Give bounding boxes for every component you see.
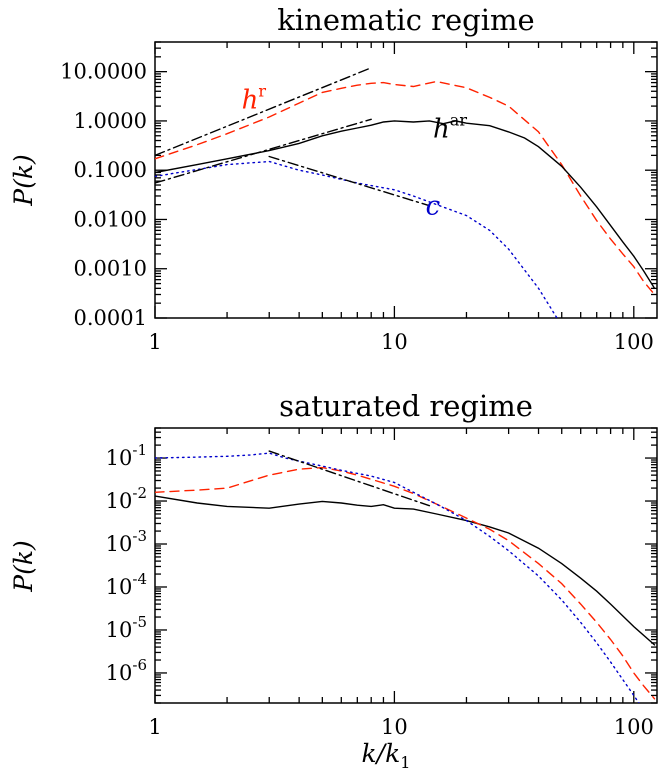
slope-guide-line: [155, 118, 372, 184]
series-line-har: [155, 120, 656, 289]
y-tick-label: 10-6: [106, 656, 147, 685]
y-tick-label: 10.0000: [60, 60, 147, 84]
y-tick-label: 1.0000: [74, 109, 147, 133]
slope-guide-line: [268, 155, 431, 207]
y-tick-label: 0.0010: [74, 257, 147, 281]
y-tick-label: 0.0001: [74, 306, 147, 330]
chart-title: saturated regime: [279, 389, 533, 423]
series-annotation-hr: hr: [242, 81, 267, 115]
x-tick-label: 1: [148, 715, 161, 739]
chart-title: kinematic regime: [277, 3, 534, 37]
x-axis-label: k/k1: [362, 739, 411, 772]
slope-guide-line: [155, 67, 372, 157]
x-tick-label: 1: [148, 330, 161, 354]
y-tick-label: 0.1000: [74, 158, 147, 182]
series-group: [155, 67, 656, 318]
plot-frame: [154, 41, 658, 319]
series-annotation-har: har: [433, 111, 467, 145]
x-tick-label: 100: [614, 330, 654, 354]
series-line-0: [155, 495, 656, 646]
series-line-hr: [155, 80, 656, 296]
y-tick-label: 0.0100: [74, 207, 147, 231]
kinematic-regime-panel: kinematic regime 1 10 100 0.0001 0.0010 0.0100…: [9, 3, 658, 354]
plot-frame: [154, 427, 658, 704]
y-tick-label: 10-4: [106, 570, 147, 599]
y-tick-label: 10-5: [106, 613, 147, 642]
series-group: [155, 450, 656, 703]
y-tick-label: 10-1: [106, 441, 147, 470]
x-tick-label: 100: [614, 715, 654, 739]
y-axis-label: P(k): [9, 540, 38, 592]
x-tick-label: 10: [381, 330, 408, 354]
y-tick-label: 10-2: [106, 484, 147, 513]
x-tick-label: 10: [381, 715, 408, 739]
y-tick-label: 10-3: [106, 527, 147, 556]
saturated-regime-panel: saturated regime 1 10 100 10-6 10-5 10-4 10-3 10…: [9, 389, 658, 772]
series-annotation-c: c: [426, 192, 441, 222]
series-line-2: [155, 452, 640, 703]
series-line-1: [155, 466, 656, 700]
y-axis-label: P(k): [9, 154, 38, 206]
slope-guide-line: [268, 450, 431, 507]
series-line-c: [155, 160, 558, 318]
